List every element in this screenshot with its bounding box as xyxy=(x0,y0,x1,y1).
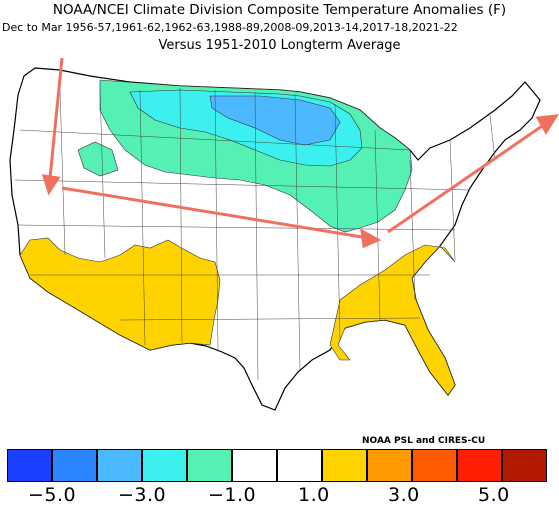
colorbar-swatch xyxy=(142,449,187,482)
colorbar-swatch xyxy=(277,449,322,482)
colorbar xyxy=(7,449,547,482)
colorbar-swatch xyxy=(412,449,457,482)
colorbar-swatch xyxy=(187,449,232,482)
arrow-southwest-to-northeast xyxy=(387,122,546,234)
arrow-west-to-east xyxy=(61,186,369,240)
colorbar-tick-label: −3.0 xyxy=(118,484,167,506)
arrow-head-south xyxy=(41,174,61,196)
composite-years: Dec to Mar 1956-57,1961-62,1962-63,1988-… xyxy=(2,21,458,34)
storm-track-arrows xyxy=(41,57,559,249)
baseline-period: Versus 1951-2010 Longterm Average xyxy=(158,38,401,53)
map-title: NOAA/NCEI Climate Division Composite Tem… xyxy=(52,2,507,18)
colder-anomaly-minnesota xyxy=(209,95,341,146)
colorbar-swatch xyxy=(52,449,97,482)
colorbar-swatch xyxy=(322,449,367,482)
colorbar-tick-label: −1.0 xyxy=(208,484,257,506)
state-division-lines xyxy=(14,87,496,381)
colorbar-swatch xyxy=(97,449,142,482)
colorbar-swatch xyxy=(502,449,547,482)
warm-anomaly-southwest xyxy=(19,237,221,351)
colorbar-tick-label: 5.0 xyxy=(478,484,510,506)
colorbar-swatch xyxy=(457,449,502,482)
arrow-head-east xyxy=(360,228,382,249)
colorbar-tick-label: 1.0 xyxy=(298,484,330,506)
warm-anomaly-southeast xyxy=(329,244,456,396)
colorbar-swatch xyxy=(232,449,277,482)
colorbar-swatch xyxy=(7,449,52,482)
colorbar-tick-label: −5.0 xyxy=(28,484,77,506)
data-credit: NOAA PSL and CIRES-CU xyxy=(362,436,486,446)
cool-anomaly-pacific-nw-patch xyxy=(77,141,119,177)
colorbar-swatch xyxy=(367,449,412,482)
arrow-north-to-south xyxy=(48,57,64,179)
colorbar-tick-label: 3.0 xyxy=(388,484,420,506)
arrow-head-northeast xyxy=(535,114,559,135)
